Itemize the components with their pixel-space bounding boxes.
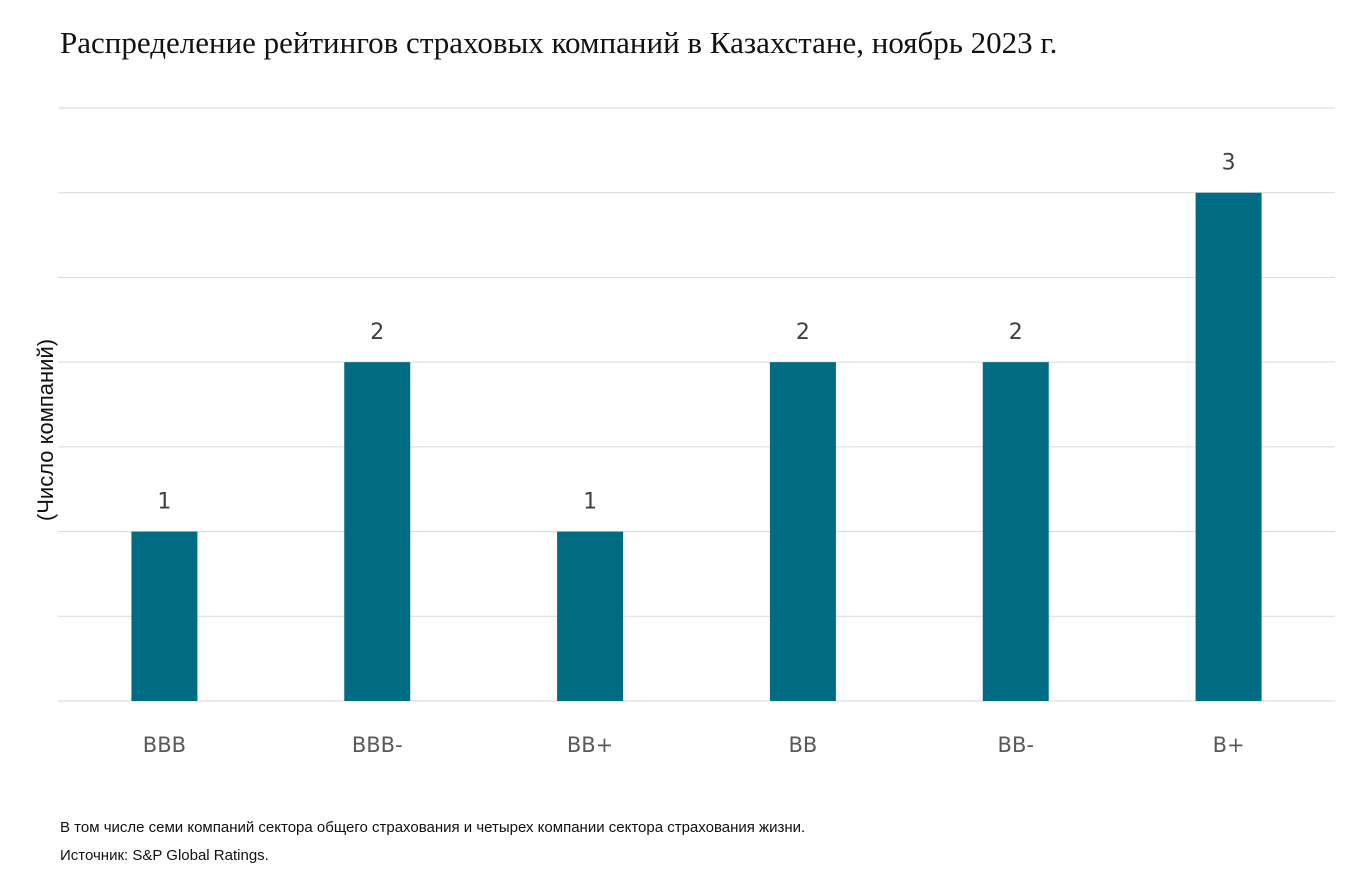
bar xyxy=(131,531,198,701)
y-axis-label: (Число компаний) xyxy=(33,339,58,521)
x-tick-label: BBB xyxy=(143,733,186,757)
value-label: 2 xyxy=(1009,320,1023,345)
chart-title: Распределение рейтингов страховых компан… xyxy=(60,25,1057,60)
value-label: 2 xyxy=(796,320,810,345)
bar xyxy=(557,531,624,701)
value-label: 1 xyxy=(583,490,597,515)
bar xyxy=(982,362,1049,701)
x-tick-label: BB+ xyxy=(567,733,613,757)
x-tick-label: B+ xyxy=(1213,733,1245,757)
x-tick-label: BBB- xyxy=(352,733,403,757)
x-tick-label: BB xyxy=(789,733,818,757)
value-label: 3 xyxy=(1222,151,1236,176)
bar xyxy=(344,362,411,701)
bar xyxy=(1195,192,1262,701)
footnote: В том числе семи компаний сектора общего… xyxy=(60,819,805,836)
bar xyxy=(769,362,836,701)
source: Источник: S&P Global Ratings. xyxy=(60,847,269,864)
value-label: 1 xyxy=(157,490,171,515)
value-label: 2 xyxy=(370,320,384,345)
x-tick-label: BB- xyxy=(998,733,1034,757)
